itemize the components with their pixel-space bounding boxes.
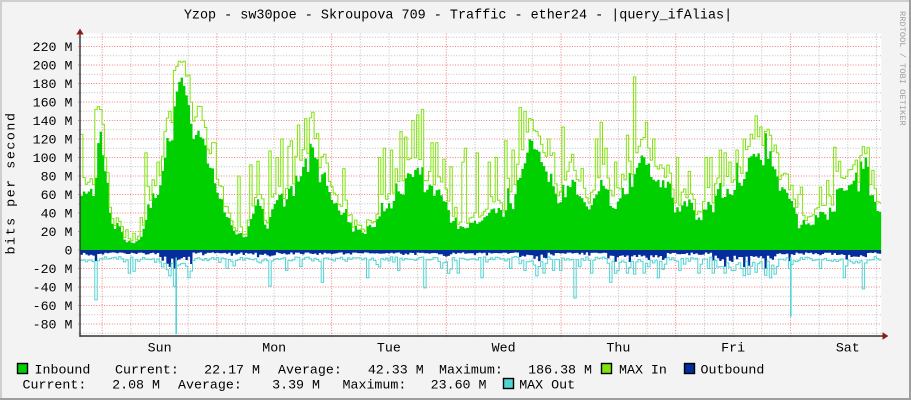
svg-text:-80 M: -80 M <box>33 318 73 333</box>
svg-text:Inbound: Inbound <box>35 362 91 377</box>
svg-text:180 M: 180 M <box>33 77 73 92</box>
svg-text:Current:: Current: <box>23 377 87 392</box>
svg-text:200 M: 200 M <box>33 59 73 74</box>
svg-text:Fri: Fri <box>721 341 745 356</box>
svg-text:Yzop - sw30poe - Skroupova 709: Yzop - sw30poe - Skroupova 709 - Traffic… <box>184 9 732 24</box>
svg-text:Mon: Mon <box>262 341 286 356</box>
svg-text:42.33 M: 42.33 M <box>368 362 424 377</box>
svg-text:80 M: 80 M <box>41 170 73 185</box>
svg-text:60 M: 60 M <box>41 188 73 203</box>
svg-text:-40 M: -40 M <box>33 281 73 296</box>
svg-text:Thu: Thu <box>606 341 630 356</box>
svg-text:MAX Out: MAX Out <box>519 377 575 392</box>
svg-text:Maximum:: Maximum: <box>343 377 407 392</box>
svg-text:Average:: Average: <box>178 377 242 392</box>
svg-text:160 M: 160 M <box>33 96 73 111</box>
svg-text:3.39 M: 3.39 M <box>272 377 320 392</box>
svg-text:186.38 M: 186.38 M <box>528 362 592 377</box>
svg-text:Current:: Current: <box>115 362 179 377</box>
svg-text:220 M: 220 M <box>33 40 73 55</box>
svg-text:bits per second: bits per second <box>4 112 19 255</box>
svg-text:100 M: 100 M <box>33 151 73 166</box>
svg-text:-60 M: -60 M <box>33 299 73 314</box>
svg-text:Maximum:: Maximum: <box>439 362 503 377</box>
svg-text:22.17 M: 22.17 M <box>204 362 260 377</box>
svg-text:RRDTOOL / TOBI OETIKER: RRDTOOL / TOBI OETIKER <box>897 11 907 126</box>
svg-text:20 M: 20 M <box>41 225 73 240</box>
svg-text:Sat: Sat <box>836 341 860 356</box>
svg-text:-20 M: -20 M <box>33 262 73 277</box>
svg-text:Wed: Wed <box>492 341 516 356</box>
svg-text:Average:: Average: <box>278 362 342 377</box>
svg-text:120 M: 120 M <box>33 133 73 148</box>
svg-text:Outbound: Outbound <box>701 362 765 377</box>
svg-text:0: 0 <box>65 244 73 259</box>
svg-text:Sun: Sun <box>148 341 172 356</box>
svg-text:MAX In: MAX In <box>619 362 667 377</box>
svg-text:140 M: 140 M <box>33 114 73 129</box>
svg-text:Tue: Tue <box>377 341 401 356</box>
svg-text:40 M: 40 M <box>41 207 73 222</box>
svg-text:2.08 M: 2.08 M <box>112 377 160 392</box>
svg-text:23.60 M: 23.60 M <box>431 377 487 392</box>
